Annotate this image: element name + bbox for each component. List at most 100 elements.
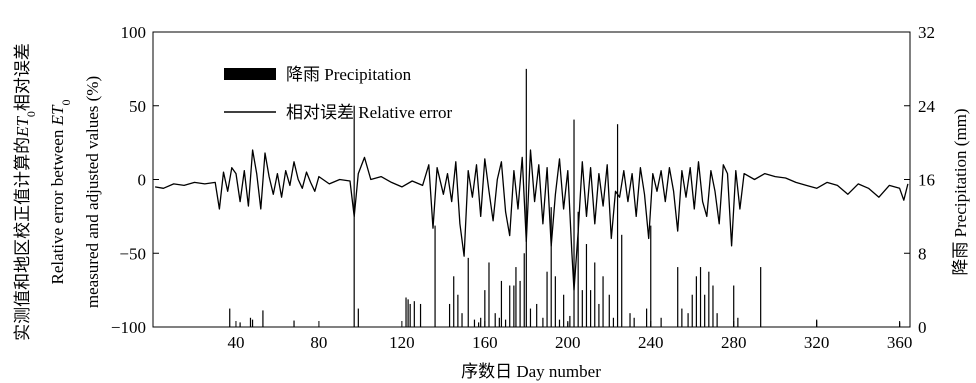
- legend-precipitation-label: 降雨 Precipitation: [286, 65, 412, 84]
- y-left-tick-label: −50: [119, 244, 146, 263]
- legend-precipitation-swatch: [224, 68, 276, 80]
- precipitation-bar: [249, 317, 252, 327]
- y-right-tick-label: 24: [918, 97, 936, 116]
- precipitation-bar: [536, 303, 538, 327]
- y-right-tick-label: 8: [918, 244, 927, 263]
- precipitation-bar: [681, 308, 683, 327]
- precipitation-bar: [760, 267, 762, 327]
- precipitation-bar: [413, 301, 415, 327]
- precipitation-bar: [554, 276, 556, 327]
- x-tick-label: 360: [887, 333, 913, 352]
- precipitation-bar: [550, 207, 552, 327]
- precipitation-bar: [239, 322, 241, 327]
- precipitation-bar: [434, 225, 436, 327]
- precipitation-bar: [529, 308, 532, 327]
- x-tick-label: 280: [721, 333, 747, 352]
- precipitation-bar: [660, 317, 662, 327]
- x-tick-label: 240: [638, 333, 664, 352]
- precipitation-bar: [484, 290, 486, 327]
- precipitation-bar: [577, 211, 579, 327]
- precipitation-bar: [590, 290, 592, 327]
- precipitation-bar: [229, 308, 231, 327]
- precipitation-bar: [405, 297, 407, 327]
- precipitation-bar: [581, 290, 583, 327]
- precipitation-bar: [519, 280, 521, 327]
- precipitation-bar: [677, 267, 679, 327]
- precipitation-bar: [500, 280, 503, 327]
- precipitation-bar: [262, 310, 264, 327]
- precipitation-bar: [357, 308, 359, 327]
- x-axis-title: 序数日 Day number: [461, 362, 601, 381]
- precipitation-bar: [712, 285, 714, 327]
- precipitation-bar: [708, 271, 710, 327]
- precipitation-bar: [598, 303, 600, 327]
- precipitation-bar: [546, 271, 548, 327]
- precipitation-bar: [473, 319, 476, 327]
- precipitation-bar: [646, 308, 648, 327]
- precipitation-bar: [695, 276, 697, 327]
- precipitation-bar: [504, 319, 507, 327]
- precipitation-bar: [687, 313, 689, 327]
- legend-relative-error-label: 相对误差 Relative error: [286, 103, 453, 122]
- precipitation-bar: [704, 294, 706, 327]
- y-left-tick-label: −100: [111, 318, 146, 337]
- y-axis-right-title: 降雨 Precipitation (mm): [951, 108, 970, 275]
- precipitation-bar: [293, 320, 295, 327]
- precipitation-bar: [494, 313, 496, 327]
- precipitation-bar: [448, 303, 451, 327]
- precipitation-bar: [716, 313, 718, 327]
- precipitation-bar: [633, 317, 635, 327]
- precipitation-bar: [608, 294, 610, 327]
- plot-area: 40 80 120 160 200 240 280 320 360 −100 −50 0 50 100 0 8…: [111, 23, 936, 352]
- precipitation-bar: [650, 225, 652, 327]
- precipitation-bar: [525, 68, 527, 327]
- x-tick-label: 320: [804, 333, 830, 352]
- y-right-tick-label: 16: [918, 171, 935, 190]
- precipitation-bar: [419, 303, 422, 327]
- y-left-tick-label: 0: [138, 171, 147, 190]
- y-right-tick-label: 0: [918, 318, 927, 337]
- precipitation-bar: [513, 285, 515, 327]
- precipitation-bar: [699, 267, 702, 327]
- precipitation-bar: [515, 267, 517, 327]
- precipitation-bar: [629, 313, 631, 327]
- precipitation-bar: [602, 276, 604, 327]
- precipitation-bar: [478, 322, 480, 327]
- precipitation-bar: [461, 313, 463, 327]
- y-axis-left-title-line1: 实测值和地区校正值计算的ET0相对误差: [13, 43, 38, 341]
- precipitation-bar: [569, 315, 571, 327]
- y-left-tick-label: 50: [129, 97, 146, 116]
- precipitation-bar: [585, 244, 588, 327]
- precipitation-bar: [251, 319, 254, 327]
- x-tick-label: 160: [472, 333, 498, 352]
- precipitation-bar: [488, 262, 490, 327]
- x-tick-label: 200: [555, 333, 581, 352]
- precipitation-bar: [612, 317, 615, 327]
- x-tick-label: 40: [227, 333, 244, 352]
- relative-error-line: [154, 149, 909, 291]
- precipitation-bar: [563, 294, 565, 327]
- x-tick-label: 80: [310, 333, 327, 352]
- precipitation-bar: [467, 257, 469, 327]
- precipitation-bar: [457, 294, 459, 327]
- precipitation-bar: [621, 234, 623, 327]
- y-axis-left-title-line2: Relative error between ET0: [48, 100, 73, 285]
- precipitation-bar: [407, 299, 409, 327]
- precipitation-bar: [558, 319, 561, 327]
- precipitation-bar: [498, 317, 500, 327]
- axis-titles: 实测值和地区校正值计算的ET0相对误差 Relative error betwe…: [13, 43, 970, 381]
- x-tick-label: 120: [389, 333, 415, 352]
- y-left-tick-label: 100: [121, 23, 147, 42]
- precipitation-bar: [691, 294, 693, 327]
- y-axis-left-title-line3: measured and adjusted values (%): [83, 76, 102, 308]
- legend: 降雨 Precipitation 相对误差 Relative error: [224, 65, 453, 122]
- precipitation-bar: [616, 124, 619, 327]
- precipitation-bar: [594, 262, 596, 327]
- precipitation-bar: [542, 317, 544, 327]
- precipitation-bar: [509, 285, 511, 327]
- precipitation-bar: [737, 317, 739, 327]
- precipitation-bar: [453, 276, 455, 327]
- y-right-tick-label: 32: [918, 23, 935, 42]
- precipitation-bar: [409, 303, 411, 327]
